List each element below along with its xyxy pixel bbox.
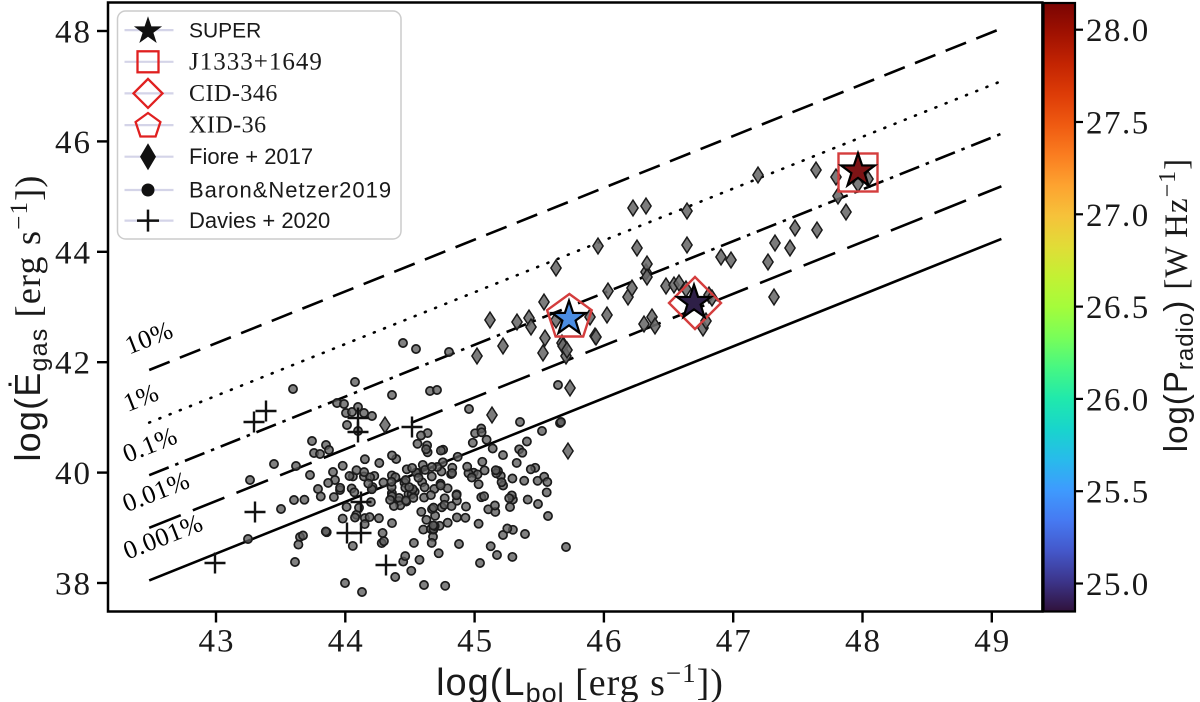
svg-text:Fiore + 2017: Fiore + 2017 [189, 144, 313, 169]
svg-text:43: 43 [199, 624, 236, 660]
svg-text:49: 49 [974, 624, 1011, 660]
svg-text:42: 42 [55, 346, 92, 382]
svg-text:26.0: 26.0 [1086, 382, 1150, 418]
svg-text:48: 48 [55, 15, 92, 51]
svg-text:45: 45 [457, 624, 494, 660]
svg-text:44: 44 [328, 624, 365, 660]
svg-text:28.0: 28.0 [1086, 13, 1150, 49]
svg-text:log(Pradio) [W Hz−1]: log(Pradio) [W Hz−1] [1155, 158, 1199, 452]
svg-text:46: 46 [586, 624, 623, 660]
svg-text:SUPER: SUPER [189, 20, 261, 43]
svg-text:J1333+1649: J1333+1649 [189, 48, 323, 75]
svg-text:log(Ėgas [erg s−1]): log(Ėgas [erg s−1]) [6, 174, 53, 461]
svg-text:27.0: 27.0 [1086, 198, 1150, 234]
svg-text:25.5: 25.5 [1086, 475, 1150, 511]
svg-text:47: 47 [716, 624, 753, 660]
svg-text:40: 40 [55, 456, 92, 492]
svg-text:44: 44 [55, 235, 92, 271]
svg-text:CID-346: CID-346 [189, 81, 278, 107]
svg-text:Baron&Netzer2019: Baron&Netzer2019 [189, 178, 392, 203]
svg-text:25.0: 25.0 [1086, 567, 1150, 603]
svg-text:48: 48 [845, 624, 882, 660]
svg-text:log(Lbol [erg s−1]): log(Lbol [erg s−1]) [436, 658, 724, 702]
svg-text:46: 46 [55, 125, 92, 161]
svg-text:27.5: 27.5 [1086, 106, 1150, 142]
svg-text:XID-36: XID-36 [189, 113, 267, 139]
svg-text:26.5: 26.5 [1086, 290, 1150, 326]
svg-text:38: 38 [55, 567, 92, 603]
svg-text:Davies + 2020: Davies + 2020 [189, 208, 330, 233]
